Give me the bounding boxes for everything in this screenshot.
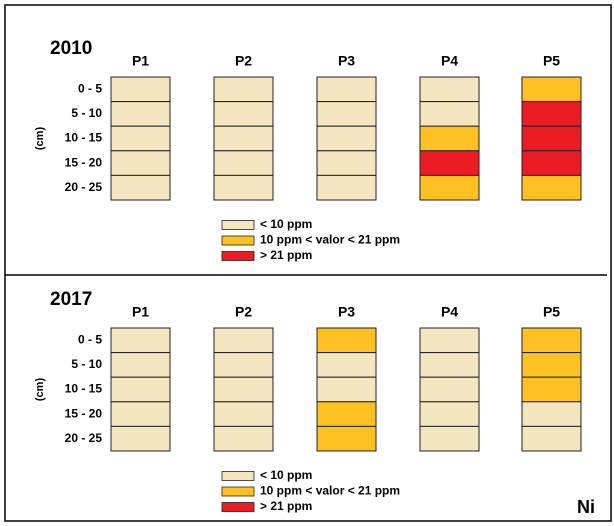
soil-cell [419,376,480,403]
depth-unit: (cm) [34,127,46,151]
legend-label: < 10 ppm [260,468,312,482]
depth-label: 20 - 25 [65,431,103,445]
soil-cell [419,125,480,152]
soil-cell [213,150,274,176]
soil-cell [521,327,582,354]
soil-cell [316,327,377,354]
soil-cell [213,376,274,403]
soil-cell [316,174,377,201]
soil-cell [521,352,582,378]
soil-cell [521,401,582,427]
soil-cell [316,125,377,152]
legend-swatch [221,251,255,261]
frame [4,4,612,522]
profile-name: P3 [338,304,355,320]
soil-cell [110,101,171,127]
soil-cell [213,401,274,427]
legend-swatch [221,486,255,497]
depth-label: 15 - 20 [65,406,103,420]
soil-cell [419,401,480,427]
profile-name: P1 [132,53,149,69]
soil-cell [213,76,274,103]
soil-cell [213,425,274,452]
soil-cell [316,76,377,103]
soil-cell [213,125,274,152]
legend-label: < 10 ppm [260,217,312,231]
depth-unit: (cm) [34,378,46,402]
soil-cell [419,150,480,176]
legend-label: 10 ppm < valor < 21 ppm [260,233,400,247]
soil-cell [521,76,582,103]
legend-label: 10 ppm < valor < 21 ppm [260,484,400,498]
soil-cell [419,327,480,354]
legend-swatch [221,502,255,512]
soil-cell [316,401,377,427]
soil-cell [521,101,582,127]
soil-cell [316,101,377,127]
soil-cell [110,352,171,378]
soil-cell [419,101,480,127]
profile-name: P2 [235,304,252,320]
depth-label: 0 - 5 [78,81,102,95]
soil-cell [110,76,171,103]
legend-swatch [221,220,255,230]
soil-cell [521,425,582,452]
profile-name: P3 [338,53,355,69]
profile-name: P4 [441,304,458,320]
soil-cell [110,327,171,354]
soil-cell [419,76,480,103]
legend-label: > 21 ppm [260,499,312,513]
depth-label: 5 - 10 [71,357,102,371]
year: 2010 [50,38,92,59]
soil-cell [521,125,582,152]
depth-label: 5 - 10 [71,106,102,120]
soil-cell [213,101,274,127]
soil-cell [213,174,274,201]
soil-cell [110,125,171,152]
soil-cell [521,174,582,201]
soil-cell [110,425,171,452]
soil-cell [213,327,274,354]
depth-label: 10 - 15 [65,131,103,145]
soil-cell [316,376,377,403]
soil-cell [521,150,582,176]
depth-label: 20 - 25 [65,180,103,194]
legend-label: > 21 ppm [260,248,312,262]
soil-cell [316,150,377,176]
legend-swatch [221,471,255,481]
depth-label: 10 - 15 [65,382,103,396]
depth-label: 15 - 20 [65,155,103,169]
soil-cell [419,352,480,378]
soil-cell [110,401,171,427]
soil-cell [110,376,171,403]
soil-cell [110,150,171,176]
element-label: Ni [577,497,595,517]
year: 2017 [50,289,92,310]
profile-name: P5 [543,53,560,69]
soil-cell [213,352,274,378]
soil-cell [110,174,171,201]
soil-cell [419,174,480,201]
profile-name: P4 [441,53,458,69]
soil-cell [521,376,582,403]
legend-swatch [221,235,255,246]
profile-name: P5 [543,304,560,320]
soil-cell [316,352,377,378]
soil-cell [316,425,377,452]
soil-cell [419,425,480,452]
depth-label: 0 - 5 [78,332,102,346]
profile-name: P1 [132,304,149,320]
profile-name: P2 [235,53,252,69]
